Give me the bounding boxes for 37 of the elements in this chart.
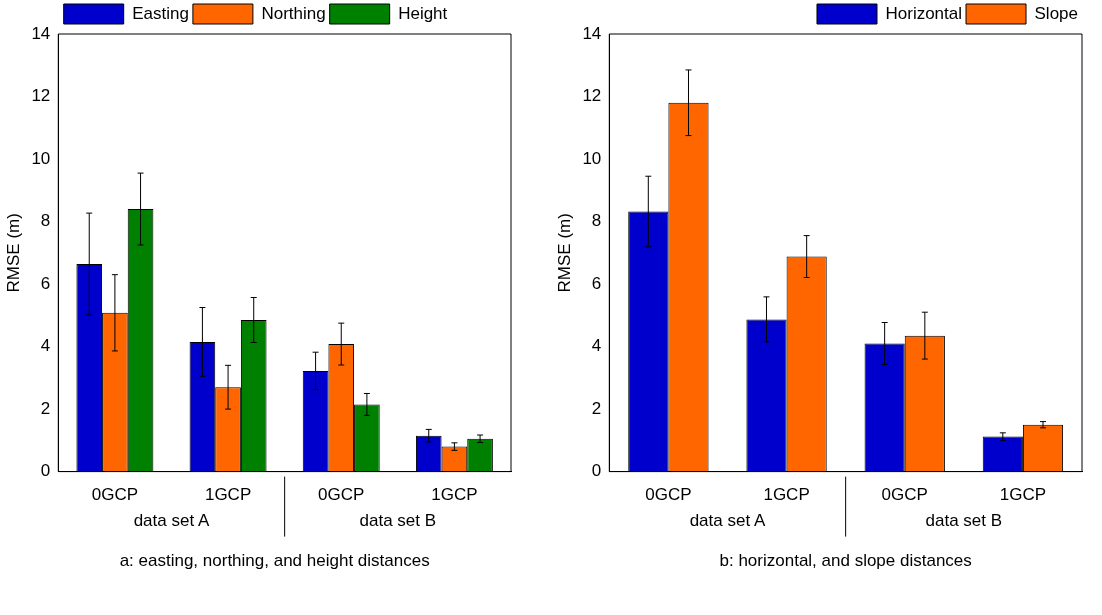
legend-label: Height — [398, 3, 448, 23]
y-tick-label: 6 — [591, 273, 602, 293]
y-tick-label: 14 — [31, 23, 51, 43]
text: data set B — [925, 511, 1003, 531]
y-tick-label: 8 — [40, 211, 51, 231]
y-tick-label: 4 — [591, 336, 602, 356]
x-tick-label: 0GCP — [645, 485, 692, 505]
x-tick-label: 0GCP — [881, 485, 928, 505]
text: data set B — [359, 511, 437, 531]
y-tick-label: 2 — [40, 398, 51, 418]
legend-label: Horizontal — [885, 3, 963, 23]
text: a: easting, northing, and height distances — [119, 551, 430, 571]
y-tick-label: 14 — [582, 23, 602, 43]
y-tick-label: 6 — [40, 273, 51, 293]
text: b: horizontal, and slope distances — [719, 551, 972, 571]
y-tick-label: 0 — [40, 461, 51, 481]
legend-label: Northing — [261, 3, 326, 23]
y-tick-label: 12 — [582, 86, 602, 106]
y-tick-label: 4 — [40, 336, 51, 356]
x-tick-label: 1GCP — [204, 485, 252, 505]
x-tick-label: 1GCP — [999, 485, 1047, 505]
y-axis-title: RMSE (m) — [3, 213, 23, 293]
x-tick-label: 0GCP — [318, 485, 365, 505]
y-axis-title: RMSE (m) — [554, 213, 574, 293]
text: data set A — [133, 511, 210, 531]
x-tick-label: 0GCP — [91, 485, 139, 505]
y-tick-label: 2 — [591, 398, 602, 418]
y-tick-label: 10 — [582, 148, 602, 168]
x-tick-label: 1GCP — [763, 485, 810, 505]
y-tick-label: 0 — [591, 461, 602, 481]
legend-label: Slope — [1034, 3, 1078, 23]
y-tick-label: 10 — [31, 148, 51, 168]
y-tick-label: 12 — [31, 86, 51, 106]
y-tick-label: 8 — [591, 211, 602, 231]
legend-label: Easting — [132, 3, 189, 23]
text: data set A — [689, 511, 766, 531]
x-tick-label: 1GCP — [431, 485, 478, 505]
